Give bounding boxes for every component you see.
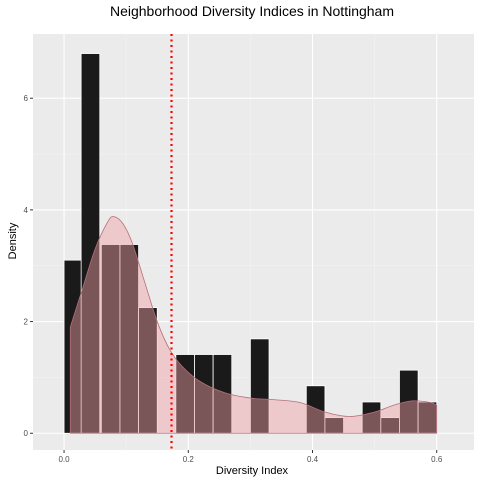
y-tick-label: 2 — [24, 318, 29, 327]
x-axis-ticks: 0.0 0.2 0.4 0.6 — [58, 450, 442, 464]
x-axis-title: Diversity Index — [216, 465, 289, 477]
x-tick-label: 0.6 — [431, 455, 443, 464]
y-tick-label: 0 — [24, 429, 29, 438]
y-axis-ticks: 0 2 4 6 — [24, 94, 33, 438]
y-axis-title: Density — [7, 222, 19, 259]
x-tick-label: 0.2 — [183, 455, 195, 464]
x-tick-label: 0.4 — [307, 455, 319, 464]
y-tick-label: 6 — [24, 94, 29, 103]
y-tick-label: 4 — [24, 206, 29, 215]
chart-title: Neighborhood Diversity Indices in Nottin… — [110, 3, 394, 19]
x-tick-label: 0.0 — [58, 455, 70, 464]
